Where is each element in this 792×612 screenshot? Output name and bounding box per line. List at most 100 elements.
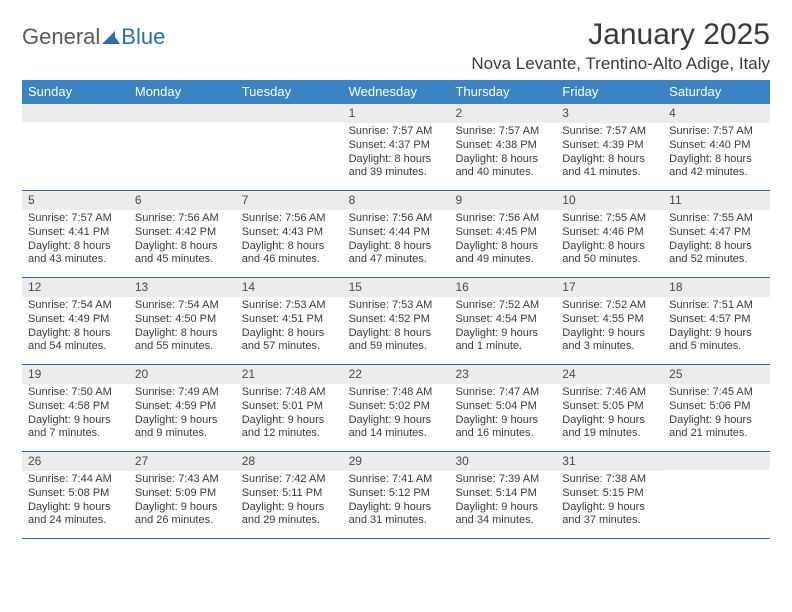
header-friday: Friday (556, 80, 663, 104)
day-cell: 17Sunrise: 7:52 AMSunset: 4:55 PMDayligh… (556, 278, 663, 364)
title-block: January 2025 Nova Levante, Trentino-Alto… (471, 18, 770, 74)
sunrise-text: Sunrise: 7:57 AM (28, 212, 123, 226)
day-cell: 16Sunrise: 7:52 AMSunset: 4:54 PMDayligh… (449, 278, 556, 364)
day-number: 26 (22, 452, 129, 471)
daylight-line1: Daylight: 9 hours (28, 414, 123, 428)
week-row: 5Sunrise: 7:57 AMSunset: 4:41 PMDaylight… (22, 191, 770, 278)
day-body: Sunrise: 7:57 AMSunset: 4:37 PMDaylight:… (343, 123, 450, 184)
daylight-line2: and 1 minute. (455, 340, 550, 354)
location-label: Nova Levante, Trentino-Alto Adige, Italy (471, 54, 770, 74)
week-row: 1Sunrise: 7:57 AMSunset: 4:37 PMDaylight… (22, 104, 770, 191)
day-number: 28 (236, 452, 343, 471)
header-thursday: Thursday (449, 80, 556, 104)
daylight-line2: and 45 minutes. (135, 253, 230, 267)
day-cell: 18Sunrise: 7:51 AMSunset: 4:57 PMDayligh… (663, 278, 770, 364)
sunrise-text: Sunrise: 7:46 AM (562, 386, 657, 400)
day-body: Sunrise: 7:57 AMSunset: 4:39 PMDaylight:… (556, 123, 663, 184)
day-body: Sunrise: 7:42 AMSunset: 5:11 PMDaylight:… (236, 471, 343, 532)
daylight-line2: and 40 minutes. (455, 166, 550, 180)
sunset-text: Sunset: 5:01 PM (242, 400, 337, 414)
daylight-line1: Daylight: 8 hours (349, 327, 444, 341)
day-body: Sunrise: 7:54 AMSunset: 4:50 PMDaylight:… (129, 297, 236, 358)
sunset-text: Sunset: 4:41 PM (28, 226, 123, 240)
daylight-line2: and 37 minutes. (562, 514, 657, 528)
daylight-line2: and 57 minutes. (242, 340, 337, 354)
sunset-text: Sunset: 4:57 PM (669, 313, 764, 327)
sunset-text: Sunset: 4:46 PM (562, 226, 657, 240)
daylight-line1: Daylight: 8 hours (242, 240, 337, 254)
day-cell: 23Sunrise: 7:47 AMSunset: 5:04 PMDayligh… (449, 365, 556, 451)
sunrise-text: Sunrise: 7:57 AM (349, 125, 444, 139)
daylight-line2: and 39 minutes. (349, 166, 444, 180)
day-number: 16 (449, 278, 556, 297)
sunrise-text: Sunrise: 7:48 AM (349, 386, 444, 400)
sunset-text: Sunset: 5:02 PM (349, 400, 444, 414)
day-cell: 7Sunrise: 7:56 AMSunset: 4:43 PMDaylight… (236, 191, 343, 277)
day-number: 14 (236, 278, 343, 297)
sunrise-text: Sunrise: 7:39 AM (455, 473, 550, 487)
sunrise-text: Sunrise: 7:42 AM (242, 473, 337, 487)
daylight-line2: and 16 minutes. (455, 427, 550, 441)
daylight-line2: and 31 minutes. (349, 514, 444, 528)
day-number: 10 (556, 191, 663, 210)
day-cell: 14Sunrise: 7:53 AMSunset: 4:51 PMDayligh… (236, 278, 343, 364)
daylight-line2: and 24 minutes. (28, 514, 123, 528)
sunrise-text: Sunrise: 7:44 AM (28, 473, 123, 487)
day-number: 20 (129, 365, 236, 384)
day-number: 18 (663, 278, 770, 297)
day-number: 7 (236, 191, 343, 210)
sunset-text: Sunset: 4:59 PM (135, 400, 230, 414)
day-number: 1 (343, 104, 450, 123)
day-number: 31 (556, 452, 663, 471)
day-body: Sunrise: 7:47 AMSunset: 5:04 PMDaylight:… (449, 384, 556, 445)
logo: General Blue (22, 18, 165, 50)
daylight-line1: Daylight: 9 hours (242, 501, 337, 515)
day-cell: 21Sunrise: 7:48 AMSunset: 5:01 PMDayligh… (236, 365, 343, 451)
daylight-line2: and 5 minutes. (669, 340, 764, 354)
daylight-line1: Daylight: 9 hours (455, 327, 550, 341)
day-cell: 11Sunrise: 7:55 AMSunset: 4:47 PMDayligh… (663, 191, 770, 277)
sunrise-text: Sunrise: 7:47 AM (455, 386, 550, 400)
day-number: 15 (343, 278, 450, 297)
month-title: January 2025 (471, 18, 770, 52)
day-number: 4 (663, 104, 770, 123)
day-body: Sunrise: 7:48 AMSunset: 5:01 PMDaylight:… (236, 384, 343, 445)
sunset-text: Sunset: 4:42 PM (135, 226, 230, 240)
day-number: 21 (236, 365, 343, 384)
sunset-text: Sunset: 4:55 PM (562, 313, 657, 327)
sunrise-text: Sunrise: 7:56 AM (242, 212, 337, 226)
sunset-text: Sunset: 4:44 PM (349, 226, 444, 240)
day-number: 11 (663, 191, 770, 210)
daylight-line1: Daylight: 9 hours (669, 327, 764, 341)
day-number: 9 (449, 191, 556, 210)
sunrise-text: Sunrise: 7:52 AM (455, 299, 550, 313)
sunset-text: Sunset: 5:12 PM (349, 487, 444, 501)
sunrise-text: Sunrise: 7:49 AM (135, 386, 230, 400)
sunrise-text: Sunrise: 7:45 AM (669, 386, 764, 400)
day-cell: 1Sunrise: 7:57 AMSunset: 4:37 PMDaylight… (343, 104, 450, 190)
daylight-line1: Daylight: 9 hours (28, 501, 123, 515)
daylight-line1: Daylight: 9 hours (135, 501, 230, 515)
sunrise-text: Sunrise: 7:57 AM (455, 125, 550, 139)
daylight-line1: Daylight: 9 hours (135, 414, 230, 428)
sunrise-text: Sunrise: 7:53 AM (349, 299, 444, 313)
day-number: 30 (449, 452, 556, 471)
daylight-line1: Daylight: 9 hours (455, 501, 550, 515)
sunset-text: Sunset: 4:51 PM (242, 313, 337, 327)
daylight-line1: Daylight: 9 hours (562, 414, 657, 428)
day-number: 29 (343, 452, 450, 471)
day-number (663, 452, 770, 470)
day-body: Sunrise: 7:56 AMSunset: 4:42 PMDaylight:… (129, 210, 236, 271)
day-number: 12 (22, 278, 129, 297)
day-cell: 12Sunrise: 7:54 AMSunset: 4:49 PMDayligh… (22, 278, 129, 364)
sunrise-text: Sunrise: 7:48 AM (242, 386, 337, 400)
day-body: Sunrise: 7:49 AMSunset: 4:59 PMDaylight:… (129, 384, 236, 445)
header-wednesday: Wednesday (343, 80, 450, 104)
sunrise-text: Sunrise: 7:38 AM (562, 473, 657, 487)
sunset-text: Sunset: 4:50 PM (135, 313, 230, 327)
day-body: Sunrise: 7:55 AMSunset: 4:47 PMDaylight:… (663, 210, 770, 271)
sunset-text: Sunset: 4:52 PM (349, 313, 444, 327)
sunrise-text: Sunrise: 7:53 AM (242, 299, 337, 313)
sunrise-text: Sunrise: 7:54 AM (28, 299, 123, 313)
day-cell: 31Sunrise: 7:38 AMSunset: 5:15 PMDayligh… (556, 452, 663, 538)
